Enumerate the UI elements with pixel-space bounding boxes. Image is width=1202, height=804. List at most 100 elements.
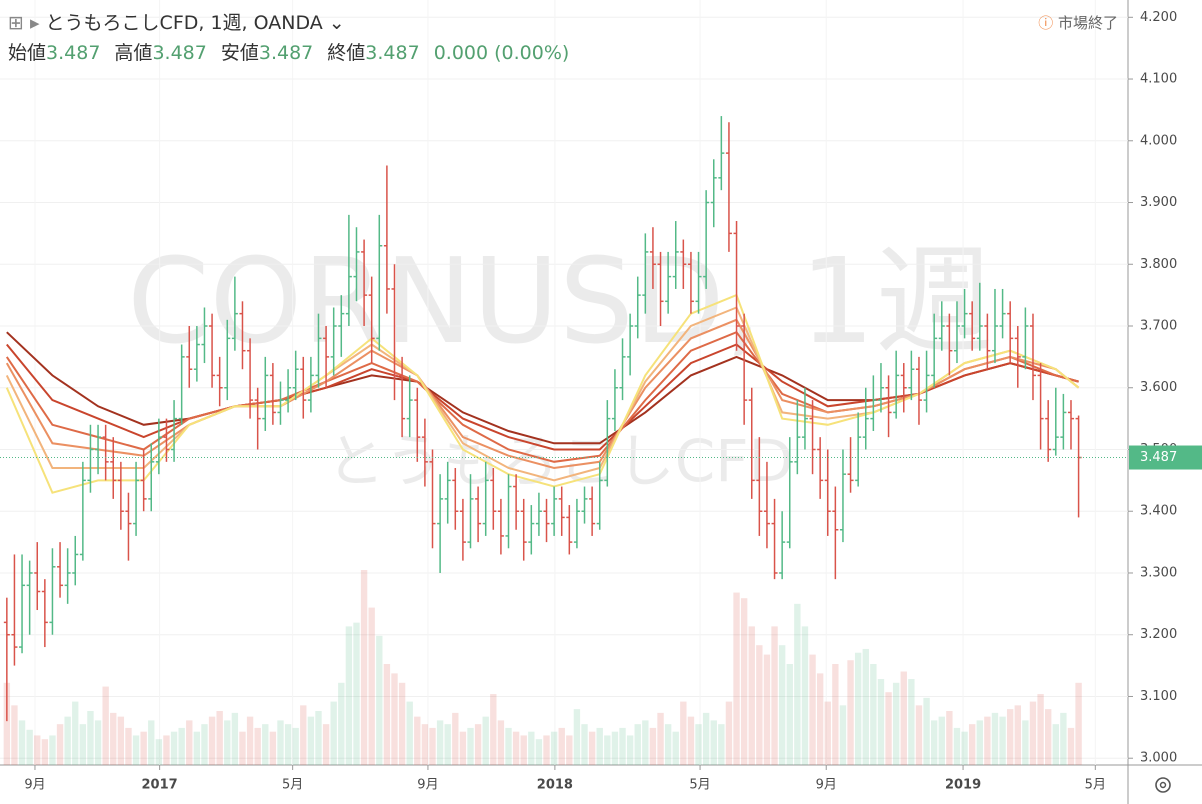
ohlc-bar bbox=[383, 165, 390, 314]
volume-bar bbox=[94, 720, 102, 765]
ohlc-bar bbox=[41, 579, 48, 648]
ohlc-bar bbox=[642, 233, 649, 314]
ohlc-bar bbox=[756, 437, 763, 536]
volume-bar bbox=[968, 724, 976, 765]
ohlc-bar bbox=[779, 511, 786, 580]
ohlc-bar bbox=[908, 350, 915, 401]
volume-bar bbox=[436, 720, 444, 765]
volume-bar bbox=[18, 720, 26, 765]
volume-bar bbox=[186, 720, 193, 765]
volume-bar bbox=[292, 727, 299, 765]
ohlc-bar bbox=[269, 363, 276, 425]
volume-bar bbox=[467, 727, 474, 765]
ohlc-bar bbox=[862, 387, 869, 450]
ohlc-bar bbox=[345, 214, 352, 327]
x-tick-label: 9月 bbox=[417, 778, 438, 793]
ohlc-bar bbox=[551, 486, 558, 536]
ohlc-bar bbox=[566, 505, 573, 555]
ohlc-bar bbox=[1060, 393, 1067, 450]
ohlc-bar bbox=[178, 344, 185, 425]
volume-bar bbox=[262, 724, 269, 765]
ohlc-bar bbox=[11, 554, 18, 666]
ohlc-bar bbox=[634, 276, 641, 339]
ohlc-bar bbox=[315, 313, 322, 388]
volume-bar bbox=[3, 682, 11, 765]
ohlc-bar bbox=[931, 313, 938, 388]
ohlc-bar bbox=[338, 295, 345, 357]
ohlc-bar bbox=[254, 387, 261, 450]
volume-bar bbox=[946, 711, 953, 765]
legend-label: 高値 bbox=[114, 42, 153, 64]
settings-icon[interactable] bbox=[1155, 777, 1171, 793]
volume-bar bbox=[687, 716, 695, 765]
ohlc-bar bbox=[976, 282, 983, 351]
volume-bar bbox=[72, 701, 79, 765]
volume-bar bbox=[140, 731, 147, 765]
volume-bar bbox=[520, 735, 527, 765]
volume-bar bbox=[771, 626, 778, 765]
status-text: 市場終了 bbox=[1057, 14, 1118, 32]
ohlc-bar bbox=[459, 498, 466, 561]
volume-bar bbox=[953, 727, 961, 765]
volume-bar bbox=[254, 727, 261, 765]
legend-value: 3.487 bbox=[365, 42, 420, 64]
ohlc-bar bbox=[695, 251, 702, 314]
ohlc-bar bbox=[589, 486, 596, 536]
ohlc-bar bbox=[991, 288, 998, 364]
volume-bar bbox=[839, 705, 847, 765]
volume-bar bbox=[315, 711, 322, 765]
volume-bar bbox=[178, 727, 185, 765]
volume-bar bbox=[102, 686, 109, 765]
volume-bar bbox=[1014, 705, 1021, 765]
y-tick-label: 3.700 bbox=[1140, 319, 1177, 334]
dropdown-icon[interactable]: ⌄ bbox=[322, 12, 345, 34]
ohlc-bar bbox=[596, 461, 603, 530]
volume-bar bbox=[193, 731, 201, 765]
ohlc-bar bbox=[437, 474, 444, 573]
last-price-tag bbox=[1129, 445, 1202, 470]
ohlc-bar bbox=[581, 486, 588, 524]
legend-label: 終値 bbox=[327, 42, 366, 64]
volume-bar bbox=[368, 607, 375, 765]
volume-bar bbox=[961, 731, 968, 765]
symbol-icon[interactable]: ⊞ ▸ bbox=[8, 12, 46, 34]
volume-bar bbox=[1060, 712, 1067, 765]
volume-bar bbox=[763, 654, 771, 765]
x-tick-label: 5月 bbox=[1085, 778, 1106, 793]
ohlc-bar bbox=[201, 307, 208, 364]
legend-change: 0.000 (0.00%) bbox=[433, 42, 570, 64]
volume-bar bbox=[353, 622, 360, 765]
volume-bar bbox=[900, 671, 907, 765]
ohlc-bar bbox=[703, 190, 710, 289]
legend-value: 3.487 bbox=[258, 42, 314, 64]
ohlc-bar bbox=[809, 400, 816, 475]
ohlc-bar bbox=[57, 542, 64, 598]
ohlc-bar bbox=[1007, 301, 1014, 364]
ohlc-legend: 始値3.487 高値3.487 安値3.487 終値3.487 0.000 (0.00%… bbox=[8, 38, 583, 68]
volume-bar bbox=[657, 712, 664, 765]
volume-bar bbox=[573, 709, 581, 765]
volume-bar bbox=[672, 731, 679, 765]
volume-bar bbox=[664, 724, 672, 765]
ohlc-bar bbox=[505, 474, 512, 549]
ohlc-bar bbox=[687, 251, 694, 314]
ohlc-bar bbox=[900, 363, 907, 413]
volume-bar bbox=[398, 682, 406, 765]
ohlc-bar bbox=[627, 313, 634, 376]
volume-bar bbox=[550, 731, 558, 765]
volume-bar bbox=[588, 731, 596, 765]
ohlc-bar bbox=[102, 424, 109, 481]
volume-bar bbox=[756, 645, 763, 765]
ohlc-bar bbox=[277, 381, 284, 425]
volume-bar bbox=[558, 727, 565, 765]
ohlc-bar bbox=[497, 498, 504, 555]
ohlc-bar bbox=[672, 221, 679, 289]
ohlc-bar bbox=[262, 356, 269, 431]
symbol-title[interactable]: とうもろこしCFD, 1週, OANDA bbox=[45, 12, 323, 34]
ohlc-bar bbox=[1022, 307, 1029, 370]
market-status[interactable]: ⓘ 市場終了 bbox=[1038, 14, 1118, 32]
ohlc-bar bbox=[140, 449, 147, 512]
volume-bar bbox=[649, 727, 657, 765]
ohlc-bar bbox=[79, 461, 86, 561]
volume-bar bbox=[155, 739, 163, 765]
